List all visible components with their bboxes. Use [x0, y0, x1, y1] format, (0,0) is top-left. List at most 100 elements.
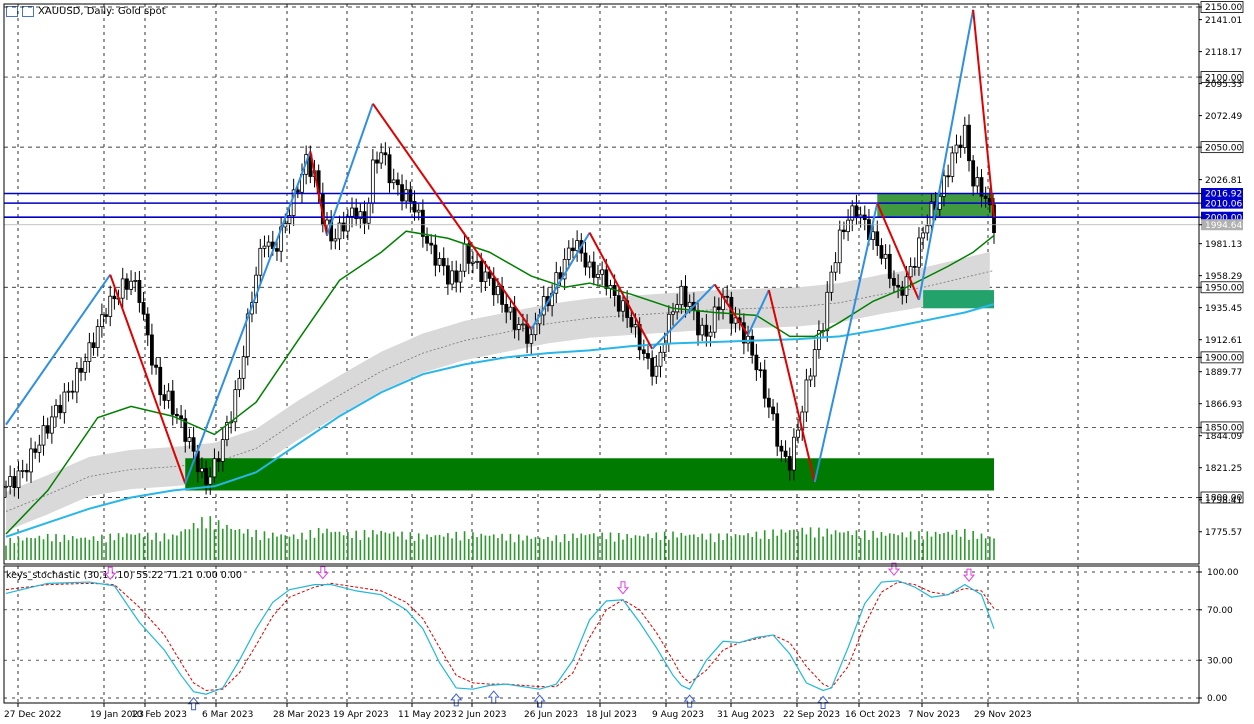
- candle-body: [404, 189, 409, 202]
- candle-body: [225, 422, 229, 441]
- candle-body: [791, 436, 796, 471]
- buy-arrow-icon: [683, 694, 696, 708]
- date-tick-label: 10 Feb 2023: [131, 710, 187, 720]
- date-tick-label: 11 May 2023: [398, 710, 457, 720]
- zone-box: [923, 290, 994, 309]
- candle-body: [804, 379, 809, 413]
- zigzag-segment: [309, 151, 328, 236]
- candle-body: [262, 245, 267, 249]
- price-tick-label: 1900.00: [1205, 354, 1242, 364]
- candle-body: [954, 144, 959, 154]
- candle-body: [979, 177, 984, 197]
- candle-body: [687, 301, 692, 307]
- candle-body: [491, 277, 496, 296]
- candle-body: [983, 195, 988, 199]
- candle-body: [583, 252, 588, 268]
- candle-body: [587, 261, 592, 268]
- candle-body: [921, 232, 926, 239]
- candle-body: [566, 247, 571, 260]
- candle-body: [408, 189, 413, 202]
- candle-body: [145, 313, 150, 336]
- price-tick-label: 1800.00: [1205, 494, 1242, 504]
- date-tick-label: 28 Mar 2023: [273, 710, 330, 720]
- candle-body: [212, 458, 217, 478]
- candle-body: [741, 322, 746, 344]
- stoch-signal-line: [5, 581, 995, 691]
- buy-arrow-icon: [487, 690, 500, 704]
- candle-body: [671, 311, 675, 315]
- candle-body: [641, 349, 646, 354]
- candle-body: [504, 304, 509, 313]
- candle-body: [425, 236, 429, 244]
- candle-body: [604, 269, 609, 289]
- candle-body: [750, 335, 755, 356]
- candle-body: [341, 222, 346, 232]
- stoch-tick-label: 30.00: [1207, 656, 1233, 666]
- candle-body: [16, 470, 21, 489]
- candle-body: [8, 476, 13, 487]
- candle-body: [817, 330, 821, 350]
- candle-body: [191, 437, 196, 452]
- price-label-box: [1201, 211, 1243, 223]
- candle-body: [29, 448, 33, 473]
- candle-body: [746, 335, 750, 344]
- zigzag-segment: [651, 283, 716, 350]
- candle-body: [62, 391, 67, 414]
- candle-body: [99, 314, 104, 327]
- candle-body: [433, 244, 438, 266]
- zigzag-segment: [917, 9, 975, 301]
- chart-title-bar: XAUUSD, Daily: Gold spot: [6, 6, 166, 17]
- stoch-tick-label: 100.00: [1207, 568, 1239, 578]
- candle-body: [445, 265, 450, 285]
- candle-body: [992, 204, 996, 234]
- candle-body: [350, 207, 354, 217]
- candle-body: [516, 324, 521, 330]
- candle-body: [596, 273, 600, 278]
- candle-body: [967, 124, 971, 162]
- symbol-list-icon[interactable]: [6, 6, 18, 17]
- candle-body: [416, 209, 421, 213]
- candle-body: [233, 389, 238, 423]
- candle-body: [137, 280, 142, 303]
- sell-arrow-icon: [104, 566, 117, 581]
- candle-body: [900, 286, 905, 296]
- candle-body: [650, 357, 655, 377]
- candle-body: [562, 258, 567, 280]
- candle-body: [79, 367, 83, 373]
- candle-body: [275, 248, 279, 252]
- candle-body: [325, 219, 329, 226]
- price-tick-label: 1821.25: [1205, 464, 1242, 474]
- price-tick-label: 2010.06: [1205, 199, 1242, 209]
- sell-arrow-icon: [962, 568, 976, 582]
- candle-body: [295, 189, 300, 193]
- candle-body: [479, 260, 484, 283]
- date-tick-label: 16 Oct 2023: [845, 710, 901, 720]
- candle-body: [871, 231, 876, 240]
- candle-body: [391, 179, 396, 184]
- chart-type-icon[interactable]: [22, 6, 34, 17]
- price-tick-label: 1994.64: [1205, 221, 1242, 231]
- price-tick-label: 1866.93: [1205, 400, 1242, 410]
- candle-body: [812, 349, 817, 377]
- candle-body: [654, 365, 659, 377]
- candle-body: [917, 237, 921, 268]
- candle-body: [571, 247, 575, 252]
- date-tick-label: 19 Jan 2023: [90, 710, 144, 720]
- price-tick-label: 1775.57: [1205, 528, 1242, 538]
- candle-body: [987, 198, 992, 206]
- candle-body: [787, 456, 792, 471]
- candle-body: [420, 209, 425, 237]
- candle-body: [37, 444, 42, 453]
- candle-body: [679, 285, 684, 306]
- zigzag-segment: [326, 103, 374, 236]
- stoch-tick-label: 70.00: [1207, 606, 1233, 616]
- candle-body: [846, 219, 850, 233]
- candle-body: [454, 270, 459, 283]
- candle-body: [854, 205, 859, 219]
- candle-body: [104, 314, 108, 317]
- candle-body: [124, 278, 129, 290]
- candle-body: [237, 377, 242, 391]
- candle-body: [245, 313, 250, 358]
- candle-body: [354, 207, 359, 220]
